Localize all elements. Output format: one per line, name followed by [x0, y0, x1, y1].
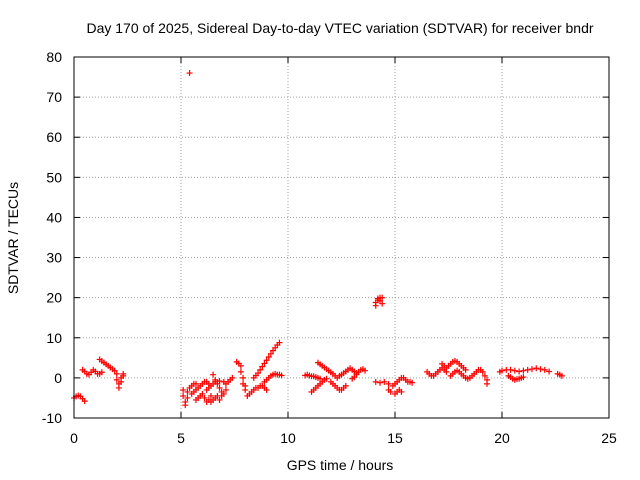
data-point — [520, 367, 527, 374]
data-point — [180, 386, 187, 393]
data-point — [276, 339, 283, 346]
data-point — [409, 379, 416, 386]
data-point — [199, 390, 206, 397]
data-point — [537, 366, 544, 373]
data-point — [507, 366, 514, 373]
data-point — [184, 394, 191, 401]
data-point — [240, 374, 247, 381]
data-point — [237, 362, 244, 369]
data-points — [71, 70, 565, 409]
data-point — [257, 366, 264, 373]
data-point — [201, 394, 208, 401]
data-point — [265, 354, 272, 361]
data-point — [520, 374, 527, 381]
data-point — [229, 374, 236, 381]
x-tick-label: 0 — [70, 430, 78, 446]
data-point — [207, 392, 214, 399]
data-point — [98, 369, 105, 376]
x-tick-label: 15 — [387, 430, 403, 446]
data-point — [541, 366, 548, 373]
y-tick-label: 40 — [46, 209, 62, 225]
x-tick-label: 10 — [280, 430, 296, 446]
data-point — [385, 380, 392, 387]
data-point — [558, 372, 565, 379]
y-tick-label: 60 — [46, 129, 62, 145]
data-point — [524, 366, 531, 373]
x-tick-label: 5 — [177, 430, 185, 446]
data-point — [186, 70, 193, 77]
data-point — [479, 368, 486, 375]
data-point — [278, 372, 285, 379]
data-point — [184, 388, 191, 395]
data-point — [81, 398, 88, 405]
axis-ticks: 0 5 10 15 20 25 -10 0 10 20 30 40 50 60 70 80 — [42, 49, 617, 446]
data-point — [387, 388, 394, 395]
data-point — [216, 396, 223, 403]
data-point — [216, 378, 223, 385]
y-tick-label: 0 — [54, 370, 62, 386]
data-point — [546, 368, 553, 375]
data-point — [398, 388, 405, 395]
y-axis-label: SDTVAR / TECUs — [5, 182, 21, 294]
data-point — [342, 382, 349, 389]
data-point — [267, 350, 274, 357]
data-point — [237, 368, 244, 375]
data-point — [381, 378, 388, 385]
data-point — [484, 380, 491, 387]
data-point — [511, 367, 518, 374]
data-point — [216, 384, 223, 391]
data-point — [180, 392, 187, 399]
data-point — [111, 367, 118, 374]
data-point — [212, 376, 219, 383]
data-point — [528, 366, 535, 373]
data-point — [462, 366, 469, 373]
data-point — [255, 370, 262, 377]
data-point — [379, 294, 386, 301]
data-point — [113, 370, 120, 377]
data-point — [182, 402, 189, 409]
data-point — [210, 371, 217, 378]
data-point — [499, 367, 505, 374]
data-point — [362, 367, 369, 374]
data-point — [115, 384, 122, 391]
data-point — [516, 368, 523, 375]
data-point — [379, 300, 386, 307]
y-tick-label: 70 — [46, 89, 62, 105]
data-point — [192, 380, 199, 387]
data-point — [259, 363, 266, 370]
grid-lines — [74, 57, 609, 418]
y-tick-label: -10 — [42, 410, 62, 426]
data-point — [372, 378, 379, 385]
data-point — [533, 365, 540, 372]
data-point — [263, 357, 270, 364]
data-point — [113, 376, 120, 383]
data-point — [120, 370, 127, 377]
y-tick-label: 50 — [46, 169, 62, 185]
data-point — [220, 390, 227, 397]
data-point — [323, 375, 330, 382]
data-point — [263, 386, 270, 393]
data-point — [261, 360, 268, 367]
chart-title: Day 170 of 2025, Sidereal Day-to-day VTE… — [86, 20, 593, 36]
data-point — [317, 375, 324, 382]
x-tick-label: 20 — [494, 430, 510, 446]
y-tick-label: 30 — [46, 250, 62, 266]
x-axis-label: GPS time / hours — [287, 457, 394, 473]
y-tick-label: 10 — [46, 330, 62, 346]
y-tick-label: 20 — [46, 290, 62, 306]
data-point — [481, 372, 488, 379]
data-point — [242, 386, 249, 393]
plot-frame — [73, 56, 610, 419]
x-tick-label: 25 — [601, 430, 617, 446]
data-point — [377, 379, 384, 386]
y-tick-label: 80 — [46, 49, 62, 65]
data-point — [222, 386, 229, 393]
